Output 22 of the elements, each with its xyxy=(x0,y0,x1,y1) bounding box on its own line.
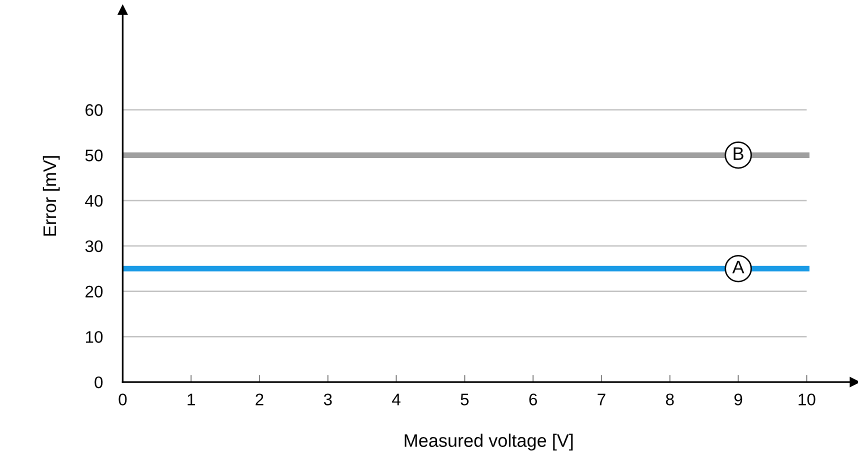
y-tick-label: 10 xyxy=(86,331,103,343)
x-tick-label: 8 xyxy=(666,394,674,406)
x-tick-label: 0 xyxy=(118,394,127,406)
y-tick-label: 40 xyxy=(85,194,103,207)
x-tick-label: 7 xyxy=(598,394,606,406)
y-tick-label: 0 xyxy=(94,376,103,388)
series-label: A xyxy=(732,260,744,274)
y-tick-label: 50 xyxy=(85,150,103,162)
x-tick-label: 6 xyxy=(529,394,537,406)
x-tick-label: 3 xyxy=(324,394,332,406)
x-tick-label: 2 xyxy=(256,394,264,406)
x-tick-label: 1 xyxy=(188,394,195,406)
series-label: B xyxy=(734,147,744,160)
x-axis-title: Measured voltage [V] xyxy=(404,434,573,451)
x-tick-label: 5 xyxy=(460,394,469,406)
x-tick-label: 9 xyxy=(734,394,742,406)
y-tick-label: 60 xyxy=(86,104,103,116)
y-tick-label: 30 xyxy=(85,240,103,252)
x-tick-label: 10 xyxy=(798,394,816,406)
x-tick-label: 4 xyxy=(392,394,400,406)
y-axis-title: Error [mV] xyxy=(42,156,60,236)
y-tick-label: 20 xyxy=(86,286,103,298)
